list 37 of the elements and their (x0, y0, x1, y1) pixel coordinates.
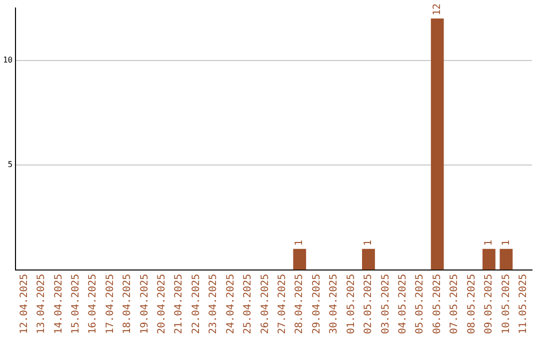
x-tick-label: 18.04.2025 (122, 274, 134, 334)
x-tick-label: 27.04.2025 (277, 274, 288, 334)
data-label: 1 (484, 240, 495, 246)
x-tick-label: 20.04.2025 (156, 274, 168, 334)
x-tick-label: 04.05.2025 (398, 274, 408, 334)
x-tick-label: 11.05.2025 (518, 274, 529, 334)
x-tick-label: 03.05.2025 (380, 274, 392, 334)
y-tick-label: 10 (2, 55, 13, 64)
x-tick-label: 15.04.2025 (70, 274, 82, 334)
data-label: 1 (363, 240, 374, 246)
x-tick-label: 16.04.2025 (88, 274, 99, 334)
x-tick-label: 01.05.2025 (346, 274, 357, 334)
x-tick-label: 24.04.2025 (225, 274, 236, 334)
x-tick-label: 28.04.2025 (294, 274, 306, 334)
x-tick-label: 05.05.2025 (414, 274, 426, 334)
x-tick-label: 10.05.2025 (500, 274, 512, 334)
data-label: 12 (432, 3, 443, 16)
x-tick-label: 25.04.2025 (242, 274, 254, 334)
x-tick-label: 13.04.2025 (36, 274, 48, 334)
x-tick-label: 30.04.2025 (328, 274, 340, 334)
x-tick-label: 19.04.2025 (139, 274, 150, 334)
x-tick-label: 29.04.2025 (311, 274, 322, 334)
x-tick-label: 09.05.2025 (484, 274, 495, 334)
x-tick-label: 17.04.2025 (104, 274, 116, 334)
y-tick-label: 5 (8, 160, 13, 170)
x-tick-label: 07.05.2025 (449, 274, 460, 334)
x-tick-label: 06.05.2025 (432, 274, 443, 334)
x-tick-label: 21.04.2025 (174, 274, 185, 334)
data-label: 1 (294, 240, 306, 246)
x-tick-label: 02.05.2025 (363, 274, 374, 334)
x-tick-label: 08.05.2025 (466, 274, 478, 334)
x-tick-label: 23.04.2025 (208, 274, 220, 334)
x-tick-label: 26.04.2025 (260, 274, 271, 334)
x-tick-label: 12.04.2025 (18, 274, 30, 334)
data-label: 1 (500, 240, 512, 246)
x-tick-label: 14.04.2025 (53, 274, 64, 334)
x-tick-label: 22.04.2025 (190, 274, 202, 334)
